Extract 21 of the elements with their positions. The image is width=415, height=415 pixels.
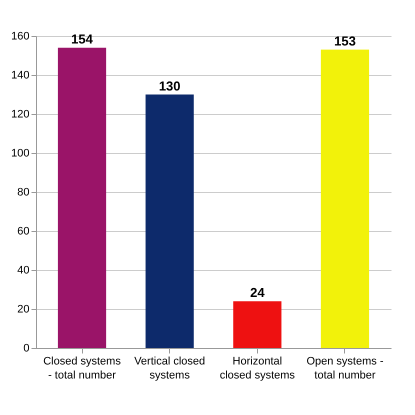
data-label: 130 <box>158 78 181 94</box>
y-tick-label: 60 <box>17 226 30 238</box>
x-tick-label: Open systems - total number <box>306 356 384 382</box>
y-tick-label: 80 <box>17 186 30 198</box>
bar <box>233 301 282 348</box>
y-tick-label: 40 <box>17 264 30 276</box>
data-label: 153 <box>334 34 356 49</box>
y-tick-label: 140 <box>11 70 30 82</box>
x-tick-label: Horizontal closed systems <box>220 356 296 382</box>
y-tick-label: 100 <box>11 148 30 160</box>
bar <box>146 94 194 348</box>
x-tick-label: Vertical closed systems <box>134 356 206 382</box>
data-label: 154 <box>71 32 94 47</box>
y-tick-label: 160 <box>11 30 30 42</box>
x-tick-label: Closed systems - total number <box>43 356 122 382</box>
bar <box>58 48 106 348</box>
bar <box>320 50 370 348</box>
data-label: 24 <box>250 285 266 300</box>
y-tick-label: 120 <box>11 108 30 120</box>
y-tick-label: 0 <box>23 342 30 354</box>
y-tick-label: 20 <box>17 304 30 316</box>
